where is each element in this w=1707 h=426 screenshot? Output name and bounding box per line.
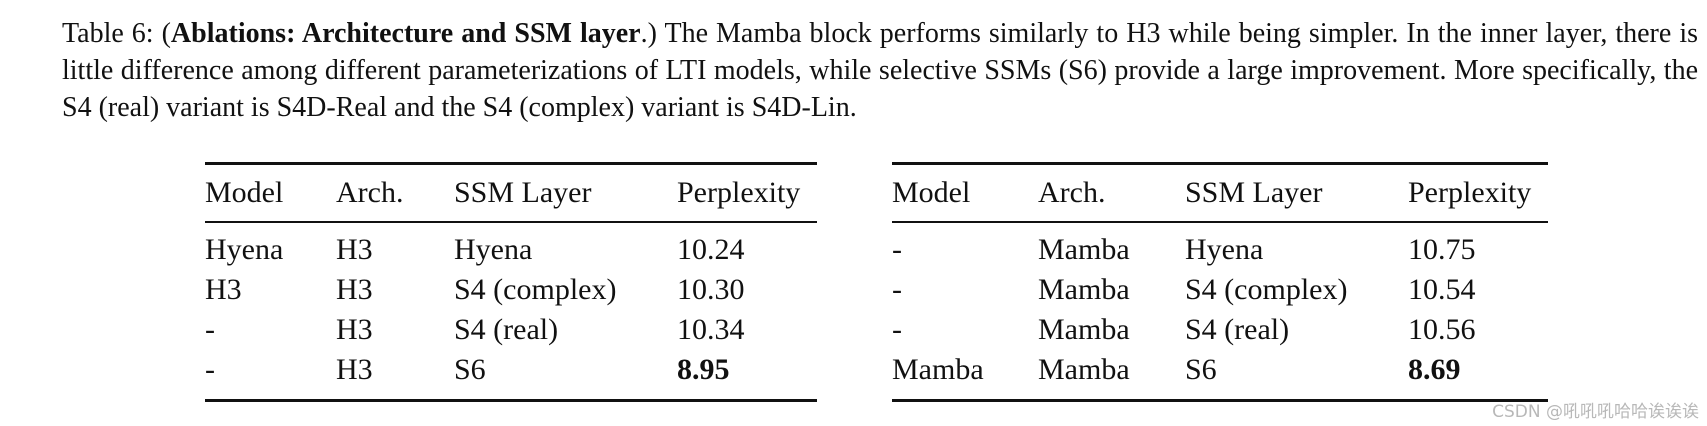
table-cell: 8.69: [1408, 353, 1461, 386]
table-cell: H3: [205, 273, 242, 306]
table-cell: S4 (complex): [454, 273, 617, 306]
table-cell: 10.34: [677, 313, 745, 346]
table-cell: 10.56: [1408, 313, 1476, 346]
table-cell: Mamba: [1038, 313, 1130, 346]
table-cell: 10.24: [677, 233, 745, 266]
header-cell: Arch.: [1038, 176, 1106, 209]
table-cell: H3: [336, 353, 373, 386]
table-cell: S6: [1185, 353, 1217, 386]
table-cell: S4 (complex): [1185, 273, 1348, 306]
table-cell: H3: [336, 313, 373, 346]
table-cell: -: [205, 353, 215, 386]
table-cell: 8.95: [677, 353, 730, 386]
header-cell: Perplexity: [1408, 176, 1532, 209]
watermark: CSDN @吼吼吼哈哈诶诶诶: [1492, 402, 1699, 422]
table-cell: Mamba: [892, 353, 984, 386]
table-cell: -: [892, 233, 902, 266]
table-cell: Mamba: [1038, 273, 1130, 306]
table-cell: H3: [336, 273, 373, 306]
header-cell: Arch.: [336, 176, 404, 209]
top-rule: [892, 162, 1548, 165]
table-cell: 10.75: [1408, 233, 1476, 266]
bottom-rule: [892, 399, 1548, 402]
mid-rule: [892, 221, 1548, 223]
table-cell: Mamba: [1038, 233, 1130, 266]
header-cell: Perplexity: [677, 176, 801, 209]
table-cell: Mamba: [1038, 353, 1130, 386]
header-cell: SSM Layer: [454, 176, 592, 209]
table-cell: S4 (real): [1185, 313, 1290, 346]
table-cell: Hyena: [205, 233, 284, 266]
table-cell: S4 (real): [454, 313, 559, 346]
caption-prefix: Table 6: (: [62, 18, 171, 49]
top-rule: [205, 162, 817, 165]
table: Model Arch. SSM Layer Perplexity - Mamba Hyena…: [892, 0, 1548, 426]
mid-rule: [205, 221, 817, 223]
header-cell: Model: [205, 176, 284, 209]
table-cell: -: [205, 313, 215, 346]
header-cell: Model: [892, 176, 971, 209]
caption-bold: Ablations: Architecture and SSM layer: [170, 18, 641, 49]
table-cell: H3: [336, 233, 373, 266]
table-cell: 10.30: [677, 273, 745, 306]
table-cell: S6: [454, 353, 486, 386]
caption: Table 6: (Ablations: Architecture and SS…: [62, 15, 1698, 126]
table-cell: Hyena: [454, 233, 533, 266]
caption-text: .) The Mamba block performs similarly to…: [62, 18, 1698, 123]
table-cell: -: [892, 273, 902, 306]
table-cell: 10.54: [1408, 273, 1476, 306]
header-cell: SSM Layer: [1185, 176, 1323, 209]
bottom-rule: [205, 399, 817, 402]
table-cell: Hyena: [1185, 233, 1264, 266]
table-cell: -: [892, 313, 902, 346]
table: Model Arch. SSM Layer Perplexity Hyena H3 Hyen…: [205, 0, 817, 426]
